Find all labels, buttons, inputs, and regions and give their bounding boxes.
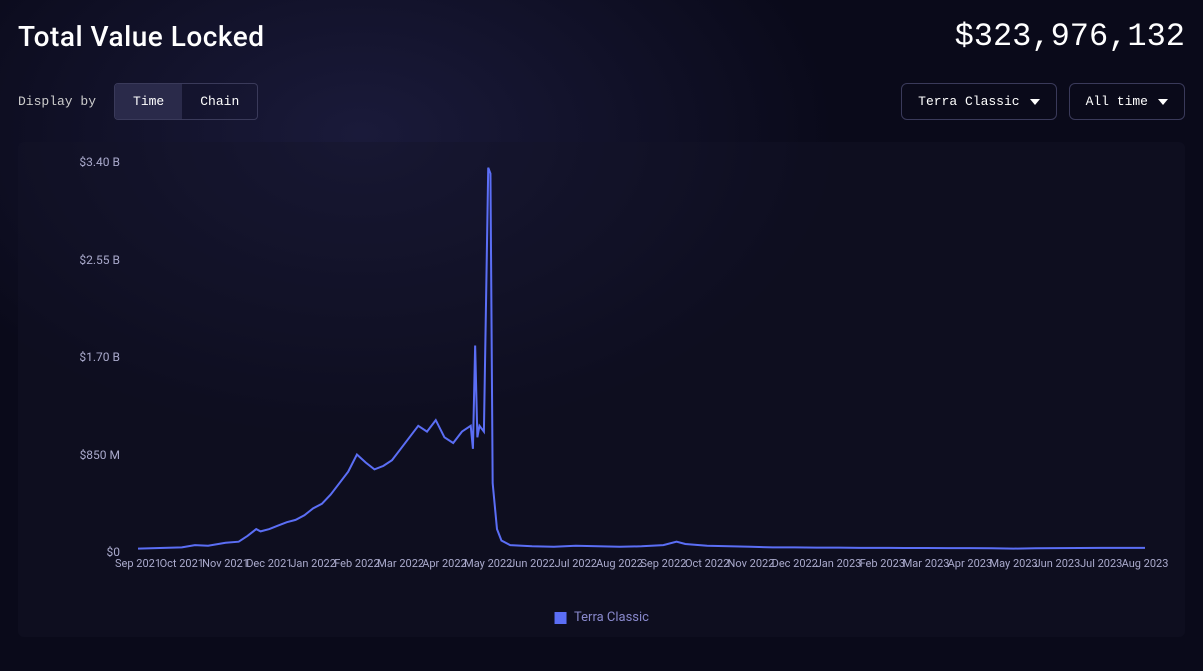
x-axis-label: Nov 2021 [202, 557, 249, 570]
y-axis-label: $850 M [80, 448, 120, 462]
x-axis-label: Jun 2023 [1035, 557, 1081, 570]
x-axis-label: Dec 2021 [246, 557, 292, 570]
x-axis-label: Mar 2023 [903, 557, 950, 570]
x-axis-label: Sep 2022 [640, 557, 686, 570]
right-controls: Terra Classic All time [901, 83, 1185, 120]
legend-label: Terra Classic [574, 610, 649, 625]
x-axis-label: Apr 2022 [422, 557, 467, 570]
x-axis-label: Mar 2022 [377, 557, 424, 570]
x-axis-label: Jun 2022 [509, 557, 555, 570]
x-axis-label: Nov 2022 [728, 557, 775, 570]
chain-dropdown-label: Terra Classic [918, 94, 1019, 109]
chevron-down-icon [1158, 99, 1168, 105]
time-dropdown-label: All time [1086, 94, 1148, 109]
x-axis-label: Apr 2023 [948, 557, 993, 570]
x-axis-label: Jul 2023 [1080, 557, 1122, 570]
chart-area: $0$850 M$1.70 B$2.55 B$3.40 B Sep 2021Oc… [48, 162, 1155, 572]
y-axis-label: $2.55 B [79, 253, 120, 267]
total-value: $323,976,132 [955, 18, 1185, 55]
x-axis-label: Oct 2022 [685, 557, 729, 570]
x-axis-label: May 2022 [464, 557, 512, 570]
time-dropdown[interactable]: All time [1069, 83, 1185, 120]
x-axis-label: Sep 2021 [115, 557, 161, 570]
controls-row: Display by Time Chain Terra Classic All … [18, 83, 1185, 120]
plot-area[interactable] [138, 162, 1145, 552]
x-axis-label: Jan 2022 [290, 557, 336, 570]
chain-dropdown[interactable]: Terra Classic [901, 83, 1056, 120]
x-axis-label: Aug 2022 [596, 557, 643, 570]
x-axis-label: Jan 2023 [816, 557, 862, 570]
page-title: Total Value Locked [18, 20, 265, 53]
chevron-down-icon [1030, 99, 1040, 105]
left-controls: Display by Time Chain [18, 83, 258, 120]
line-chart-svg [138, 162, 1145, 552]
x-axis-label: Oct 2021 [160, 557, 204, 570]
toggle-chain[interactable]: Chain [182, 84, 257, 119]
y-axis-label: $1.70 B [79, 350, 120, 364]
x-axis-label: May 2023 [990, 557, 1038, 570]
x-axis-label: Feb 2023 [860, 557, 905, 570]
x-axis-label: Dec 2022 [772, 557, 818, 570]
chart-line [138, 168, 1145, 549]
x-axis-label: Jul 2022 [555, 557, 597, 570]
display-by-label: Display by [18, 94, 96, 109]
chart-legend: Terra Classic [554, 610, 649, 625]
y-axis: $0$850 M$1.70 B$2.55 B$3.40 B [48, 162, 128, 552]
header: Total Value Locked $323,976,132 [18, 18, 1185, 55]
toggle-time[interactable]: Time [115, 84, 182, 119]
x-axis-label: Feb 2022 [334, 557, 379, 570]
chart-container: $0$850 M$1.70 B$2.55 B$3.40 B Sep 2021Oc… [18, 142, 1185, 637]
y-axis-label: $3.40 B [79, 155, 120, 169]
x-axis-label: Aug 2023 [1122, 557, 1169, 570]
display-toggle-group: Time Chain [114, 83, 258, 120]
x-axis: Sep 2021Oct 2021Nov 2021Dec 2021Jan 2022… [138, 557, 1145, 577]
legend-swatch [554, 612, 566, 624]
